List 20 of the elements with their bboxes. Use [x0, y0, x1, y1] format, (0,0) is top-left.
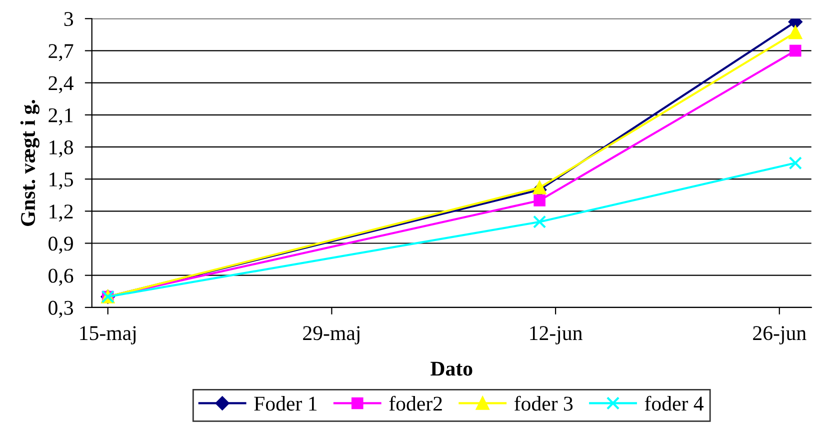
legend-label: foder 4: [644, 396, 704, 411]
x-axis-title: Dato: [430, 362, 472, 376]
y-tick-label: 2,4: [48, 76, 74, 94]
y-tick-label: 1,2: [50, 204, 73, 222]
y-axis-title: Gnst. vægt i g.: [20, 100, 40, 226]
y-tick-label: 1,5: [50, 172, 73, 190]
y-tick-label: 3: [64, 12, 73, 26]
y-tick-label: 1,8: [50, 140, 74, 158]
x-tick-label: 15-maj: [80, 326, 136, 344]
y-tick-label: 2,7: [48, 44, 74, 62]
legend-label: foder 3: [514, 396, 573, 411]
legend-label: foder2: [389, 396, 442, 411]
y-tick-label: 2,1: [48, 108, 73, 126]
x-tick-label: 12-jun: [530, 326, 582, 344]
y-tick-label: 0,6: [48, 268, 74, 286]
y-tick-label: 0,9: [48, 236, 73, 254]
y-tick-label: 0,3: [48, 300, 73, 318]
x-tick-label: 29-maj: [303, 326, 360, 344]
legend-label: Foder 1: [254, 396, 317, 411]
x-tick-label: 26-jun: [753, 326, 806, 344]
